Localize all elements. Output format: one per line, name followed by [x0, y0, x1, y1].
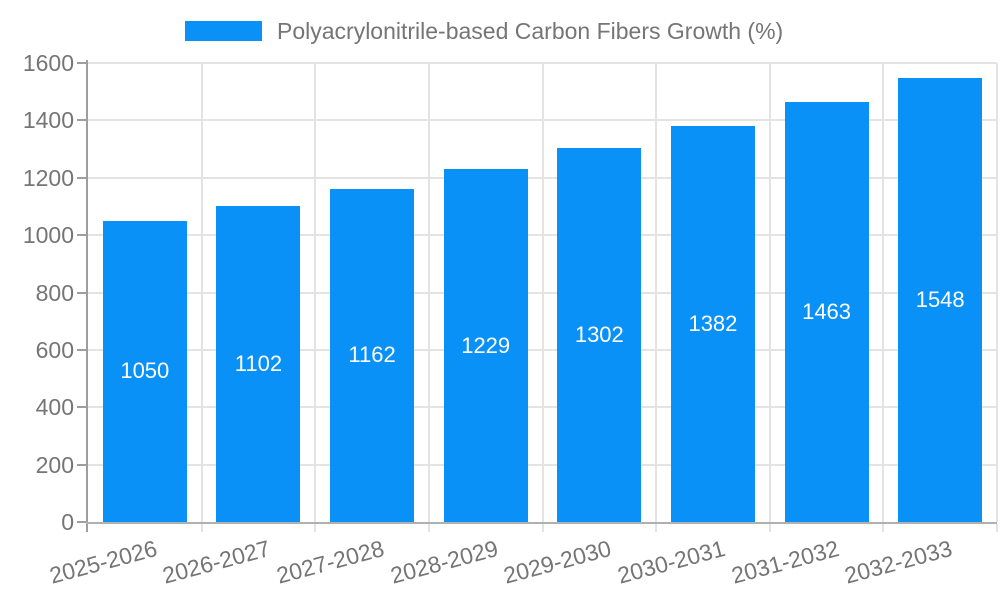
x-tick — [882, 524, 885, 532]
y-tick — [77, 521, 86, 523]
y-tick — [77, 62, 86, 64]
y-tick-label: 800 — [35, 279, 74, 306]
x-tick-label: 2030-2031 — [614, 535, 728, 589]
y-tick-label: 0 — [61, 509, 74, 535]
y-tick-label: 200 — [35, 451, 74, 478]
x-tick — [200, 524, 203, 532]
x-tick-label: 2027-2028 — [273, 535, 387, 589]
bar-value-label: 1050 — [120, 358, 170, 384]
x-tick-label: 2029-2030 — [501, 535, 615, 589]
x-tick-label: 2032-2033 — [841, 535, 955, 589]
bar-value-label: 1302 — [574, 322, 624, 348]
x-tick — [427, 524, 430, 532]
legend-swatch — [185, 21, 262, 41]
x-gridline — [541, 63, 544, 522]
y-tick-label: 1000 — [22, 222, 74, 249]
y-tick — [77, 176, 86, 179]
x-gridline — [768, 63, 771, 522]
bar-value-label: 1229 — [461, 332, 511, 358]
y-tick — [77, 234, 86, 237]
y-tick-label: 1600 — [22, 50, 74, 76]
bar-value-label: 1463 — [802, 299, 852, 325]
x-tick-label: 2026-2027 — [160, 535, 274, 589]
x-gridline — [996, 63, 998, 522]
bar[interactable] — [898, 77, 983, 522]
y-tick-label: 600 — [35, 336, 74, 363]
bar[interactable] — [670, 125, 755, 522]
x-tick — [314, 524, 317, 532]
bar-value-label: 1102 — [234, 350, 283, 376]
bar[interactable] — [330, 188, 415, 522]
legend-item[interactable]: Polyacrylonitrile-based Carbon Fibers Gr… — [185, 16, 783, 46]
legend-label: Polyacrylonitrile-based Carbon Fibers Gr… — [277, 17, 784, 44]
x-gridline — [655, 63, 658, 522]
y-tick-label: 400 — [35, 394, 74, 421]
bar[interactable] — [102, 220, 187, 522]
y-axis-line — [86, 60, 88, 532]
x-axis-line — [86, 522, 997, 524]
bar[interactable] — [784, 102, 869, 522]
x-tick-label: 2031-2032 — [728, 535, 842, 589]
y-tick — [77, 406, 86, 409]
x-tick — [655, 524, 658, 532]
bar[interactable] — [443, 169, 528, 522]
y-tick-label: 1200 — [22, 164, 74, 191]
bar[interactable] — [216, 205, 301, 522]
bar-value-label: 1548 — [915, 286, 965, 312]
x-gridline — [882, 63, 885, 522]
y-tick — [77, 463, 86, 466]
x-gridline — [314, 63, 317, 522]
x-tick — [768, 524, 771, 532]
x-tick — [996, 524, 998, 532]
x-gridline — [200, 63, 203, 522]
y-tick — [77, 119, 86, 122]
bar-value-label: 1162 — [348, 342, 396, 368]
x-tick-label: 2025-2026 — [46, 535, 160, 589]
x-gridline — [427, 63, 430, 522]
y-tick-label: 1400 — [22, 107, 74, 134]
bar-value-label: 1382 — [688, 310, 738, 336]
x-tick — [541, 524, 544, 532]
y-tick — [77, 291, 86, 294]
y-tick — [77, 348, 86, 351]
bar[interactable] — [557, 148, 642, 522]
x-tick-label: 2028-2029 — [387, 535, 501, 589]
